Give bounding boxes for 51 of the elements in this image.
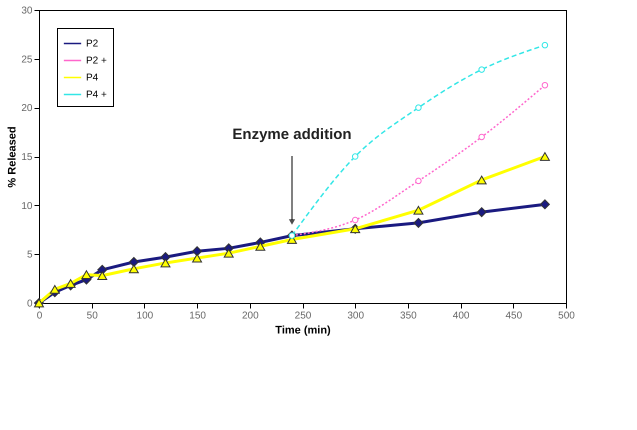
- legend-label: P2: [86, 38, 99, 50]
- x-tick-label: 200: [242, 310, 260, 322]
- y-tick-label: 30: [21, 6, 33, 16]
- point: [97, 271, 108, 280]
- point: [415, 104, 422, 111]
- y-tick-label: 0: [26, 298, 33, 310]
- x-tick-label: 300: [347, 310, 364, 322]
- point: [128, 257, 139, 267]
- x-tick-label: 150: [189, 310, 206, 322]
- point: [415, 178, 422, 184]
- point: [540, 152, 550, 161]
- legend-label: P4: [86, 72, 99, 84]
- point: [413, 218, 424, 228]
- point: [160, 252, 170, 262]
- y-tick-label: 20: [21, 103, 33, 114]
- point: [352, 216, 358, 224]
- point: [478, 66, 485, 73]
- point: [66, 279, 76, 288]
- y-tick-label: 5: [26, 250, 33, 261]
- point: [476, 207, 487, 218]
- x-tick-label: 250: [294, 310, 312, 322]
- x-tick-label: 0: [36, 310, 43, 322]
- point: [352, 153, 358, 160]
- point: [224, 248, 234, 258]
- point: [476, 176, 487, 184]
- point: [540, 199, 550, 210]
- point: [192, 254, 202, 262]
- point: [255, 242, 266, 251]
- x-tick-label: 50: [86, 310, 98, 322]
- point: [413, 206, 424, 215]
- legend-label: P4 +: [86, 90, 108, 100]
- x-axis-title: Time (min): [275, 324, 332, 336]
- x-tick-label: 450: [505, 310, 523, 322]
- point: [50, 284, 60, 294]
- point: [160, 258, 170, 268]
- point: [542, 82, 548, 88]
- point: [128, 264, 139, 274]
- x-tick-label: 350: [400, 310, 418, 322]
- point: [81, 270, 92, 280]
- point: [542, 42, 548, 48]
- annotation: Enzyme addition: [232, 126, 352, 143]
- x-tick-label: 400: [452, 310, 470, 322]
- y-tick-label: 10: [21, 200, 33, 212]
- point: [192, 246, 202, 256]
- y-tick-label: 25: [21, 54, 33, 66]
- legend-label: P2 +: [86, 56, 108, 66]
- y-tick-label: 15: [21, 152, 33, 163]
- x-tick-label: 100: [136, 310, 154, 322]
- point: [478, 134, 485, 140]
- x-tick-label: 500: [558, 310, 576, 322]
- y-axis-title: % Released: [6, 126, 18, 188]
